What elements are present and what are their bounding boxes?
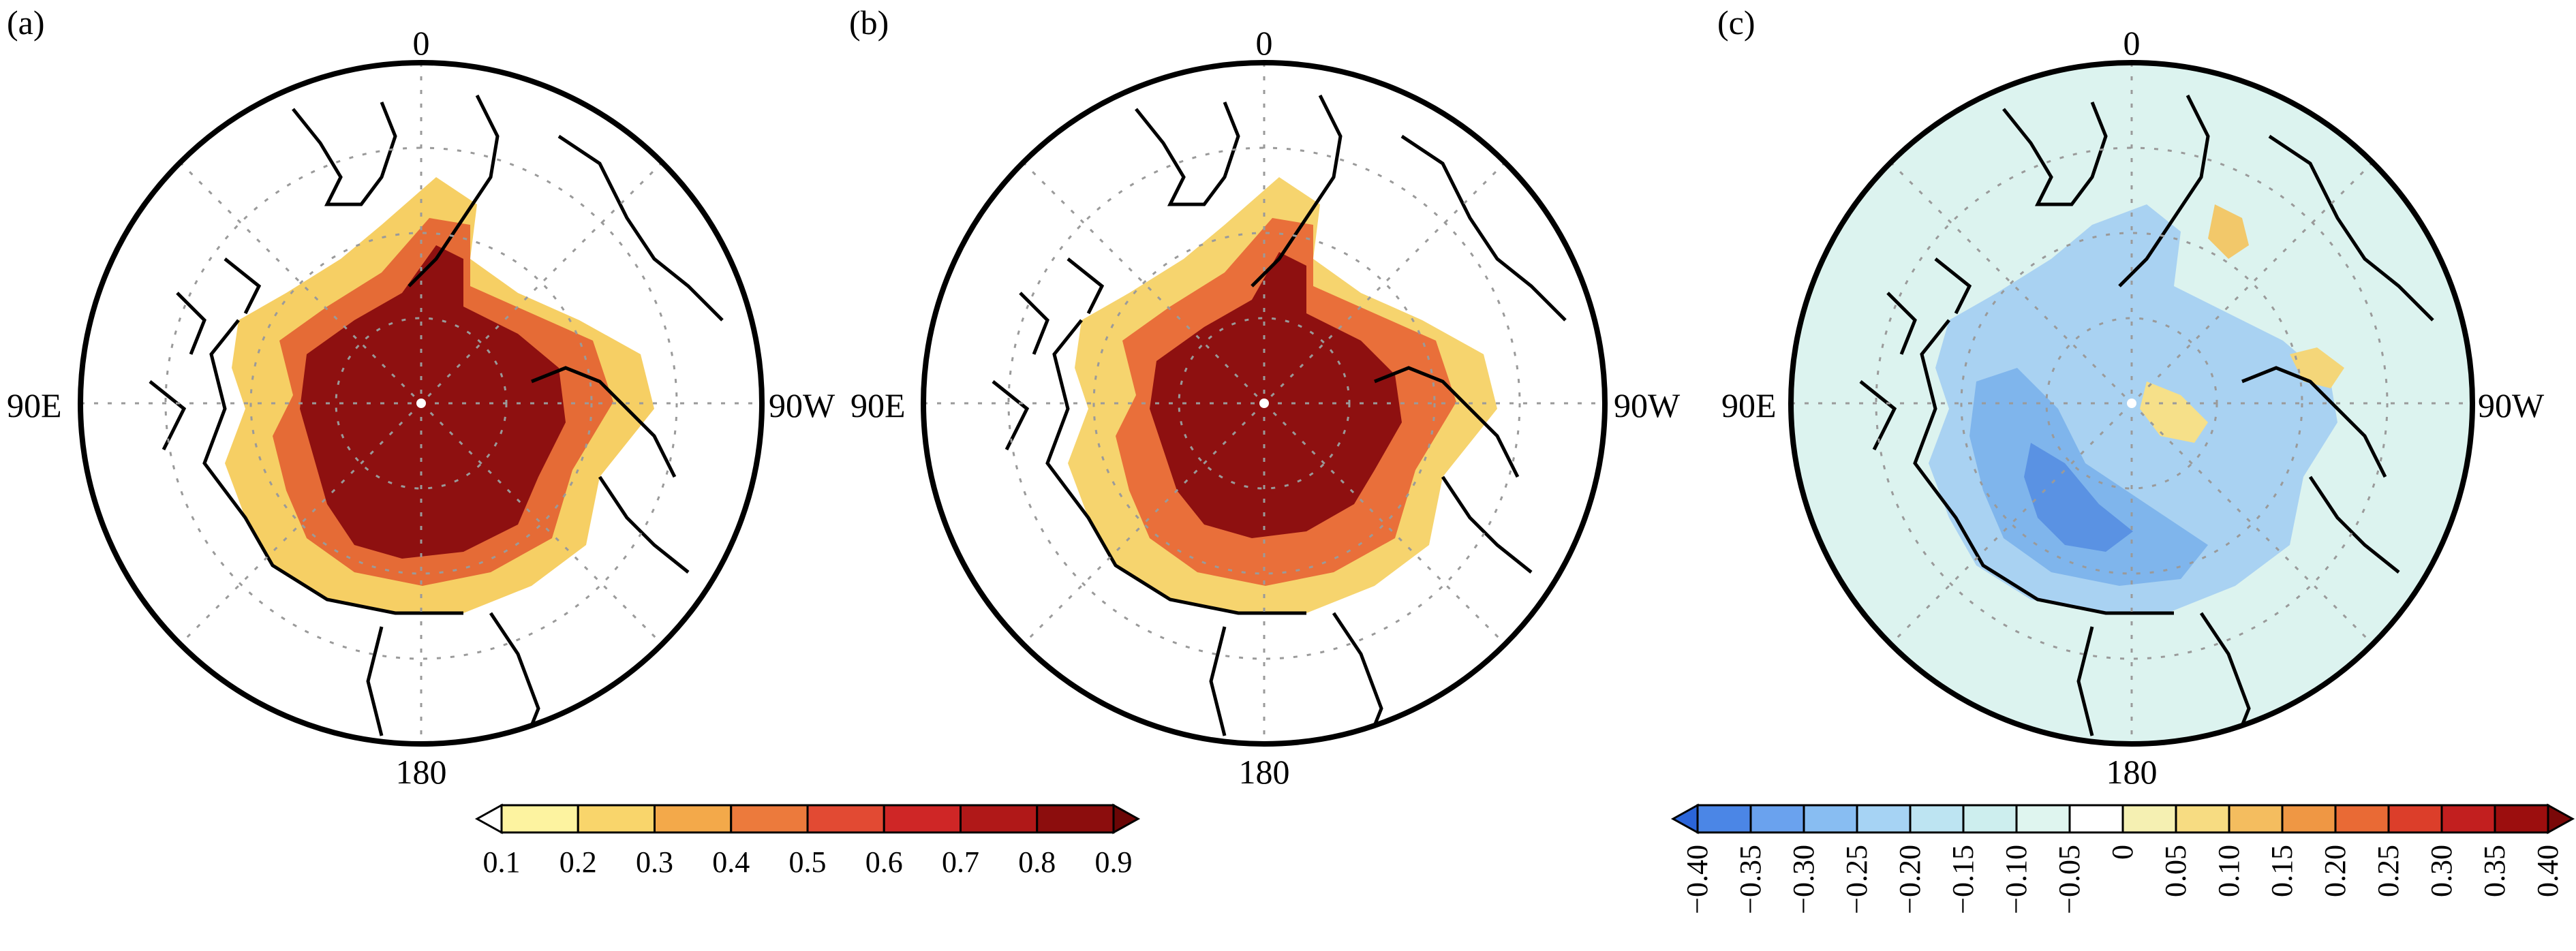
- diff-field-positive: [2140, 381, 2208, 443]
- panel-b-map: [923, 63, 1605, 744]
- colorbar-swatch: [2281, 804, 2337, 834]
- colorbar-tick-label: 0.10: [2212, 845, 2245, 897]
- colorbar-tick-label: 0.35: [2478, 845, 2511, 897]
- colorbar-tick-label: −0.35: [1734, 845, 1767, 914]
- colorbar-tick-label: −0.30: [1787, 845, 1820, 914]
- colorbar-swatch: [2387, 804, 2443, 834]
- colorbar-swatch: [1856, 804, 1912, 834]
- panel-c-coastlines: [1859, 94, 2434, 743]
- panel-b-label: (b): [849, 3, 889, 42]
- colorbar-arrow-high: [1112, 803, 1141, 835]
- colorbar-tick-label: −0.25: [1840, 845, 1873, 914]
- colorbar-tick-label: 0: [2106, 845, 2139, 860]
- panel-c-boundary: [1788, 60, 2475, 747]
- panel-a: (a) 0 180 90E 90W: [7, 3, 835, 791]
- colorbar-tick-label: −0.05: [2053, 845, 2086, 914]
- colorbar-swatch: [577, 804, 656, 834]
- diff-field-positive-2: [2208, 204, 2249, 259]
- colorbar-concentration: 0.1 0.2 0.3 0.4 0.5 0.6 0.7 0.8 0.9: [474, 803, 1141, 879]
- panel-b-coastlines: [992, 94, 1567, 743]
- colorbar-swatch: [1803, 804, 1858, 834]
- colorbar-swatch: [654, 804, 733, 834]
- colorbar-swatch: [2334, 804, 2390, 834]
- colorbar-tick-label: 0.05: [2159, 845, 2192, 897]
- colorbar-swatch: [1962, 804, 2018, 834]
- colorbar-tick-label: 0.1: [483, 845, 521, 879]
- colorbar-tick-label: 0.2: [559, 845, 597, 879]
- colorbar-tick-label: 0.8: [1018, 845, 1056, 879]
- colorbar-tick-label: 0.7: [942, 845, 979, 879]
- colorbar-swatch: [2068, 804, 2124, 834]
- panel-a-map: [80, 63, 762, 744]
- colorbar-swatch: [2228, 804, 2284, 834]
- panel-c-lon-top: 0: [2123, 24, 2141, 62]
- colorbar-tick-label: 0.30: [2425, 845, 2458, 897]
- colorbar-tick-label: 0.25: [2372, 845, 2405, 897]
- panel-c: (c) 0 180 90E 90W: [1717, 3, 2545, 791]
- colorbar-arrow-high: [2547, 803, 2575, 835]
- colorbar-swatch: [883, 804, 962, 834]
- panel-c-lon-bottom: 180: [2106, 753, 2158, 791]
- panel-c-lon-right: 90W: [2478, 386, 2545, 424]
- colorbar-tick-label: 0.4: [712, 845, 750, 879]
- panel-a-lon-top: 0: [413, 24, 430, 62]
- panel-b-boundary: [921, 60, 1608, 747]
- colorbar-tick-label: 0.40: [2531, 845, 2564, 897]
- colorbar-swatch: [2440, 804, 2496, 834]
- colorbar-swatch: [730, 804, 809, 834]
- panel-c-map: [1791, 63, 2472, 744]
- colorbar-swatch: [2121, 804, 2177, 834]
- panel-b-lon-left: 90E: [850, 386, 906, 424]
- panel-c-lon-left: 90E: [1721, 386, 1777, 424]
- panel-a-lon-right: 90W: [769, 386, 835, 424]
- panel-c-label: (c): [1717, 3, 1755, 42]
- colorbar-swatch: [2175, 804, 2230, 834]
- colorbar-tick-label: 0.5: [789, 845, 827, 879]
- colorbar-swatch: [960, 804, 1039, 834]
- panel-b-lon-right: 90W: [1614, 386, 1681, 424]
- diff-field-dark-blue: [2024, 443, 2133, 552]
- colorbar-difference: −0.40 −0.35 −0.30 −0.25 −0.20 −0.15 −0.10 −0.05…: [1670, 803, 2575, 914]
- ice-field-core: [1150, 252, 1402, 538]
- colorbar-tick-label: −0.40: [1681, 845, 1714, 914]
- panel-a-lon-bottom: 180: [396, 753, 447, 791]
- panel-a-label: (a): [7, 3, 45, 42]
- colorbar-arrow-low: [1670, 803, 1699, 835]
- colorbar-tick-label: 0.6: [865, 845, 903, 879]
- panel-a-boundary: [78, 60, 765, 747]
- colorbar-tick-label: 0.20: [2318, 845, 2352, 897]
- colorbar-swatch: [500, 804, 579, 834]
- colorbar-tick-label: 0.3: [636, 845, 673, 879]
- colorbar-swatch: [1749, 804, 1805, 834]
- colorbar-tick-label: −0.15: [1946, 845, 1980, 914]
- colorbar-swatch: [1909, 804, 1965, 834]
- colorbar-tick-label: 0.15: [2265, 845, 2299, 897]
- colorbar-swatch: [2015, 804, 2071, 834]
- colorbar-tick-label: −0.10: [1999, 845, 2033, 914]
- panel-a-lon-left: 90E: [7, 386, 62, 424]
- colorbar-tick-label: −0.20: [1893, 845, 1927, 914]
- panel-b-lon-bottom: 180: [1239, 753, 1290, 791]
- colorbar-swatch: [1696, 804, 1752, 834]
- colorbar-swatch: [1036, 804, 1115, 834]
- panel-b-lon-top: 0: [1256, 24, 1273, 62]
- colorbar-swatch: [806, 804, 885, 834]
- panel-b: (b) 0 180 90E 90W: [849, 3, 1681, 791]
- panel-a-coastlines: [149, 94, 724, 743]
- colorbar-arrow-low: [474, 803, 503, 835]
- colorbar-tick-label: 0.9: [1095, 845, 1133, 879]
- colorbar-swatch: [2494, 804, 2549, 834]
